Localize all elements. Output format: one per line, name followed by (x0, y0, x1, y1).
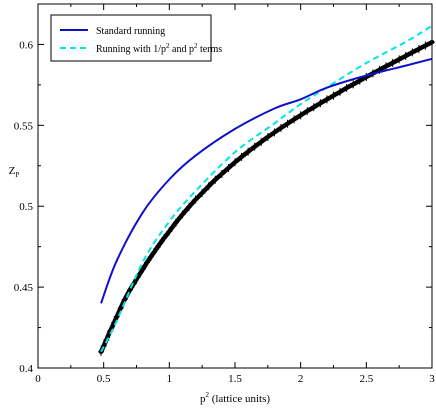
x-tick-label: 0 (35, 373, 41, 385)
y-tick-label: 0.55 (14, 120, 34, 132)
legend-box (50, 14, 212, 62)
y-tick-label: 0.45 (14, 282, 34, 294)
x-tick-label: 3 (429, 373, 435, 385)
y-tick-label: 0.4 (19, 363, 33, 375)
y-tick-label: 0.5 (19, 201, 33, 213)
legend-label-sup1: 2 (166, 42, 170, 50)
legend-label-post: terms (197, 44, 222, 55)
x-axis-label-sup: 2 (205, 391, 209, 399)
y-axis-label-base: Z (9, 165, 16, 177)
x-axis-label-rest: (lattice units) (209, 393, 270, 405)
legend: Standard running Running with 1/p2 and p… (50, 14, 222, 62)
y-axis-label-sub: P (15, 171, 19, 179)
legend-label-running-corrected: Running with 1/p2 and p2 terms (96, 42, 222, 55)
series-line-running-corrected (100, 24, 433, 353)
x-axis-label: p2 (lattice units) (200, 391, 270, 405)
series-line-standard-running (100, 57, 433, 304)
legend-label-sup2: 2 (194, 42, 198, 50)
x-tick-label: 1.5 (228, 373, 242, 385)
x-tick-label: 1 (167, 373, 173, 385)
x-tick-label: 0.5 (97, 373, 111, 385)
legend-label-mid: and p (170, 44, 194, 55)
legend-label-standard-running: Standard running (96, 26, 165, 37)
x-axis-label-base: p (200, 393, 206, 405)
ticks-layer (37, 3, 433, 369)
y-tick-label: 0.6 (19, 39, 33, 51)
tick-labels-layer: 0 0.5 1 1.5 2 2.5 3 0.4 0.45 0.5 0.55 0.6 (14, 39, 436, 385)
y-axis-label: ZP (9, 165, 20, 179)
x-tick-label: 2.5 (359, 373, 373, 385)
legend-label-pre: Running with 1/p (96, 44, 166, 55)
x-tick-label: 2 (298, 373, 304, 385)
